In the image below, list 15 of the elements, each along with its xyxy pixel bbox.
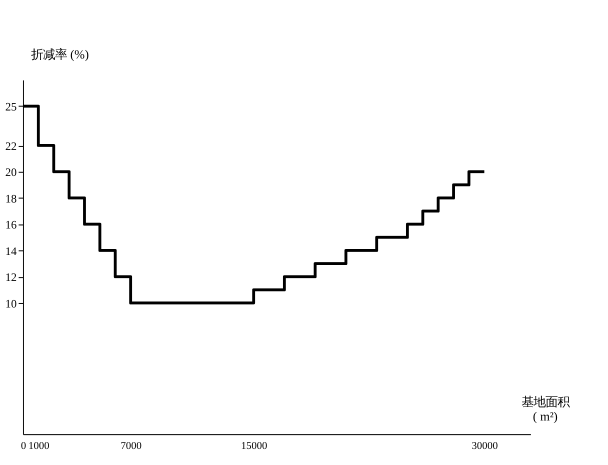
x-tick-label: 30000 [472,440,498,452]
y-axis-title: 折减率 (%) [31,47,89,62]
y-tick-label: 18 [5,193,18,206]
y-tick-label: 12 [5,272,18,284]
y-tick-label: 25 [5,101,18,114]
x-tick-label: 0 [20,440,26,452]
y-tick-label: 10 [5,298,18,310]
y-tick-label: 16 [5,220,18,232]
y-tick-label: 22 [5,140,18,153]
y-tick-label: 14 [5,246,18,258]
x-tick-label: 15000 [240,440,268,452]
x-tick-label: 1000 [28,440,50,452]
y-tick-label: 20 [5,167,18,180]
x-axis-title: 基地面积 ( m²) [521,394,570,424]
x-tick-label: 7000 [120,440,142,452]
